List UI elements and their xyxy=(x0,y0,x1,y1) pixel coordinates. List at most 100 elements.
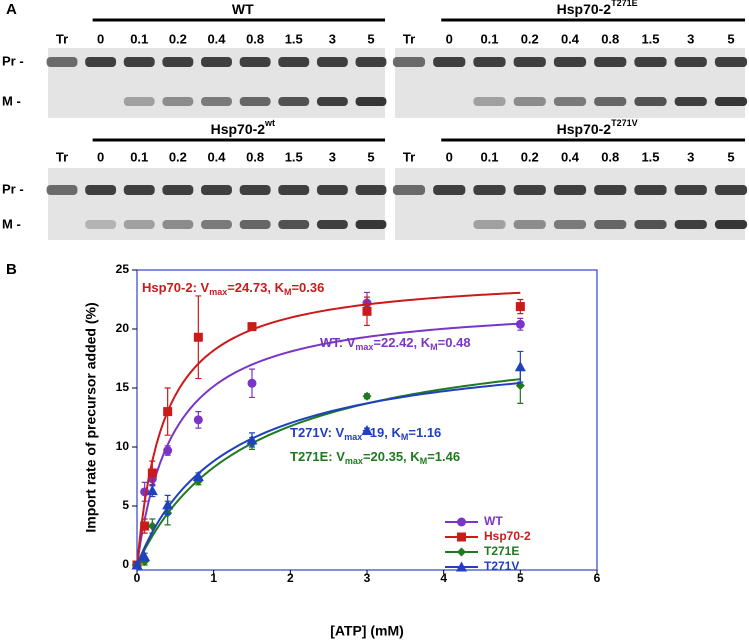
gel-title-sup: T271E xyxy=(611,0,638,8)
gel-title: Hsp70-2T271E xyxy=(557,0,638,17)
lane-label: 3 xyxy=(687,31,694,46)
mature-band xyxy=(278,97,310,106)
precursor-band xyxy=(278,57,310,67)
mature-band xyxy=(123,97,155,106)
mature-band xyxy=(162,220,194,229)
legend-marker xyxy=(457,517,466,527)
legend-label: T271E xyxy=(484,544,519,558)
lane-label: 0.8 xyxy=(601,149,619,164)
legend-label: WT xyxy=(484,514,503,528)
lane-label: 0.2 xyxy=(169,31,187,46)
point xyxy=(193,332,203,342)
precursor-band xyxy=(513,185,546,195)
annotation-part: Hsp70-2: V xyxy=(142,280,210,295)
lane-label: 0 xyxy=(97,149,104,164)
annotation-part: WT: V xyxy=(320,335,356,350)
lane-label: 3 xyxy=(329,149,336,164)
point xyxy=(246,434,258,445)
lane-label: 3 xyxy=(329,31,336,46)
precursor-band xyxy=(433,185,466,195)
point xyxy=(362,306,372,316)
precursor-band xyxy=(473,57,506,67)
gel-image xyxy=(395,168,745,240)
x-tick-label: 6 xyxy=(594,571,601,585)
fit-annotation: T271V: Vmax=19, KM=1.16 xyxy=(290,425,441,442)
precursor-band xyxy=(553,185,587,195)
lane-label: 0 xyxy=(446,31,453,46)
precursor-band xyxy=(674,185,707,195)
x-tick-label: 3 xyxy=(364,571,371,585)
row-label: M - xyxy=(2,93,21,108)
row-label: Pr - xyxy=(2,53,24,68)
y-tick-label: 20 xyxy=(116,321,130,335)
lane-label: Tr xyxy=(56,31,68,46)
lane-label: 0.4 xyxy=(561,31,580,46)
lane-label: 3 xyxy=(687,149,694,164)
legend-marker xyxy=(457,532,466,542)
precursor-band xyxy=(85,185,117,195)
lane-label: 0.4 xyxy=(207,149,226,164)
gel-title-main: WT xyxy=(232,1,254,17)
annotation-part: =24.73, K xyxy=(227,280,284,295)
lane-label: 0.4 xyxy=(561,149,580,164)
lane-label: 1.5 xyxy=(285,31,303,46)
precursor-band xyxy=(278,185,310,195)
point xyxy=(147,468,157,478)
lane-label: Tr xyxy=(56,149,68,164)
mature-band xyxy=(553,220,587,229)
mature-band xyxy=(239,97,271,106)
lane-label: 0.1 xyxy=(130,31,148,46)
mature-band xyxy=(513,97,546,106)
mature-band xyxy=(674,220,707,229)
lane-label: Tr xyxy=(403,149,415,164)
x-tick-label: 5 xyxy=(517,571,524,585)
precursor-band xyxy=(594,57,627,67)
precursor-band xyxy=(201,57,232,67)
y-tick-label: 10 xyxy=(116,439,130,453)
row-label: M - xyxy=(2,216,21,231)
precursor-band xyxy=(355,185,387,195)
mature-band xyxy=(714,220,748,229)
mature-band xyxy=(201,97,232,106)
mature-band xyxy=(674,97,707,106)
mature-band xyxy=(278,220,310,229)
precursor-band xyxy=(201,185,232,195)
point xyxy=(247,378,257,388)
mature-band xyxy=(355,220,387,229)
point xyxy=(514,361,526,372)
annotation-part: M xyxy=(430,342,438,352)
lane-label: 1.5 xyxy=(641,149,659,164)
annotation-part: max xyxy=(344,432,362,442)
gel-title-main: Hsp70-2 xyxy=(557,121,612,137)
y-axis-label: Import rate of precursor added (%) xyxy=(83,302,99,532)
point xyxy=(163,407,173,417)
mature-band xyxy=(201,220,232,229)
point xyxy=(361,424,373,435)
lane-label: 0.1 xyxy=(130,149,148,164)
precursor-band xyxy=(714,185,748,195)
lane-label: 0.8 xyxy=(601,31,619,46)
lane-label: 0.2 xyxy=(169,149,187,164)
point xyxy=(515,302,525,312)
annotation-part: T271V: V xyxy=(290,425,345,440)
point xyxy=(163,446,173,456)
precursor-band xyxy=(123,57,155,67)
precursor-band xyxy=(316,185,348,195)
mature-band xyxy=(513,220,546,229)
annotation-part: =0.36 xyxy=(291,280,324,295)
precursor-band xyxy=(123,185,155,195)
lane-label: 5 xyxy=(367,149,374,164)
lane-label: 0.8 xyxy=(246,31,264,46)
gel-title-main: Hsp70-2 xyxy=(211,121,266,137)
precursor-band xyxy=(634,185,667,195)
precursor-band xyxy=(714,57,748,67)
annotation-part: T271E: V xyxy=(290,449,345,464)
mature-band xyxy=(355,97,387,106)
annotation-part: =19, K xyxy=(362,425,401,440)
gel-image xyxy=(48,168,385,240)
lane-label: 0 xyxy=(446,149,453,164)
annotation-part: max xyxy=(209,287,227,297)
gel-title-sup: T271V xyxy=(611,118,638,128)
precursor-band xyxy=(634,57,667,67)
mature-band xyxy=(85,220,117,229)
